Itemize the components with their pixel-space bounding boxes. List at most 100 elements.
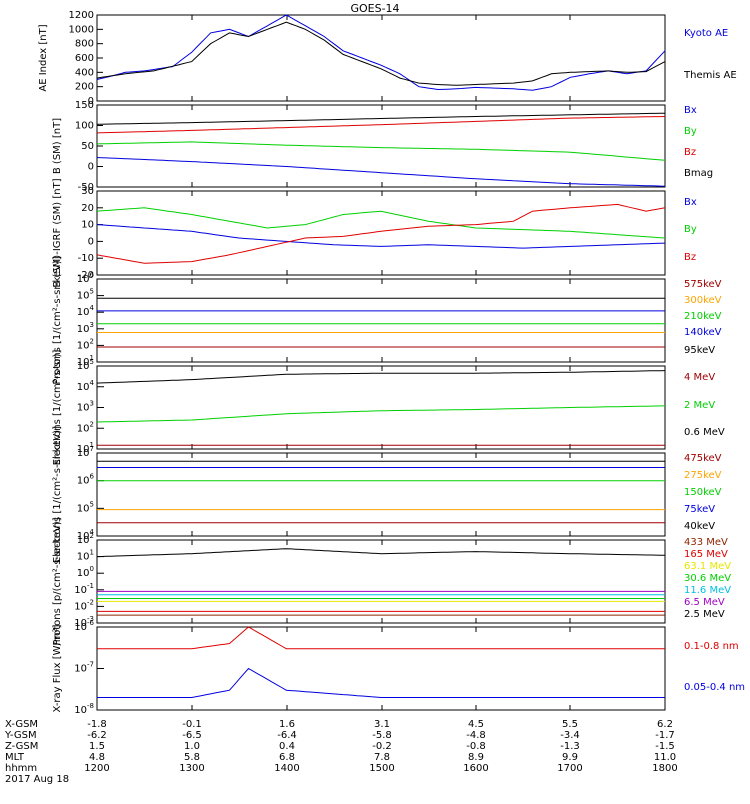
x-table-cell: -0.8 (466, 741, 486, 752)
series-line-by (96, 207, 666, 239)
x-table-cell: -1.8 (87, 719, 107, 730)
x-table-cell: 1200 (84, 763, 109, 774)
x-table-cell: 5.5 (562, 719, 578, 730)
legend-label: 4 MeV (684, 372, 715, 383)
x-table-cell: 1600 (463, 763, 488, 774)
x-table-cell: -6.5 (182, 730, 202, 741)
y-axis-label: B (SM) [nT] (52, 118, 63, 174)
y-tick-label: 30 (81, 186, 94, 197)
y-tick-label: 104 (77, 304, 95, 318)
x-table-cell: -1.3 (560, 741, 580, 752)
y-axis-label: X-ray Flux [W/m²] (52, 624, 63, 712)
legend-label: 6.5 MeV (684, 597, 725, 608)
y-tick-label: 10-8 (74, 702, 94, 716)
legend-label: 2 MeV (684, 400, 715, 411)
panel-frame (96, 14, 666, 102)
series-line-bx (96, 224, 666, 249)
x-table-cell: 6.2 (657, 719, 673, 730)
x-table-row-label: Y-GSM (4, 730, 37, 741)
series-line-2-5-mev (96, 548, 666, 558)
legend-label: By (684, 126, 697, 137)
x-table-cell: 1500 (369, 763, 394, 774)
x-table-cell: 4.5 (468, 719, 484, 730)
legend-label: Kyoto AE (684, 28, 728, 39)
y-tick-label: -50 (78, 182, 94, 193)
y-tick-label: 105 (77, 500, 94, 514)
x-table-cell: 1400 (274, 763, 299, 774)
legend-label: 275keV (684, 470, 722, 481)
y-tick-label: 103 (77, 400, 94, 414)
x-table-cell: 3.1 (374, 719, 390, 730)
panel-frame (96, 104, 666, 188)
y-tick-label: 102 (77, 420, 94, 434)
legend-label: 2.5 MeV (684, 609, 725, 620)
legend-label: 475keV (684, 453, 722, 464)
legend-label: 30.6 MeV (684, 573, 731, 584)
y-tick-label: 0 (88, 96, 94, 107)
x-table-cell: -1.5 (655, 741, 675, 752)
y-axis-label: Electrons [1/(cm²-s-sr)] (52, 350, 63, 466)
x-table-cell: 1.0 (184, 741, 200, 752)
legend-label: Bz (684, 147, 696, 158)
y-tick-label: 10-7 (74, 661, 94, 675)
x-table-cell: -0.1 (182, 719, 202, 730)
y-tick-label: -20 (78, 270, 94, 281)
y-tick-label: 10 (81, 220, 94, 231)
x-table-cell: -4.8 (466, 730, 486, 741)
series-line-bz (96, 116, 666, 134)
y-tick-label: 400 (75, 67, 94, 78)
x-table-cell: 7.8 (374, 752, 390, 763)
y-tick-label: 10-1 (74, 582, 94, 596)
y-axis-label: B (SM)-IGRF (SM) [nT] (52, 178, 63, 287)
legend-label: 0.05-0.4 nm (684, 682, 745, 693)
y-tick-label: 103 (77, 321, 94, 335)
legend-label: Bz (684, 252, 696, 263)
y-tick-label: 0 (88, 236, 94, 247)
y-axis-label: Protons [1/(cm²-s-sr-keV)] (52, 256, 63, 384)
legend-label: 63.1 MeV (684, 561, 731, 572)
x-table-cell: -6.4 (277, 730, 297, 741)
y-tick-label: 106 (77, 473, 95, 487)
x-table-cell: 6.8 (279, 752, 295, 763)
x-table-cell: -6.2 (87, 730, 107, 741)
legend-label: 210keV (684, 311, 722, 322)
y-axis-label: Electrons [1/(cm²-s-sr-keV)] (52, 426, 63, 563)
x-table-cell: -5.8 (372, 730, 392, 741)
legend-label: 433 MeV (684, 537, 728, 548)
y-tick-label: 50 (81, 141, 94, 152)
legend-label: 575keV (684, 279, 722, 290)
x-table-row-label: Z-GSM (5, 741, 38, 752)
y-tick-label: 10-6 (74, 619, 94, 633)
legend-label: 11.6 MeV (684, 585, 731, 596)
y-tick-label: 150 (75, 100, 94, 111)
legend-label: 165 MeV (684, 549, 728, 560)
x-table-row-label: hhmm (5, 763, 37, 774)
chart-title: GOES-14 (350, 2, 399, 15)
x-table-cell: 8.9 (468, 752, 484, 763)
legend-label: 150keV (684, 487, 722, 498)
x-table-cell: 0.4 (279, 741, 295, 752)
y-tick-label: 105 (77, 358, 94, 372)
legend-label: Bx (684, 197, 697, 208)
series-line-bmag (96, 112, 666, 125)
x-table-cell: -0.2 (372, 741, 392, 752)
y-tick-label: 1200 (69, 10, 94, 21)
series-line-bx (96, 157, 666, 187)
y-tick-label: 10-2 (74, 598, 94, 612)
series-line-0-05-0-4-nm (97, 667, 665, 698)
x-table-cell: 1300 (179, 763, 204, 774)
y-tick-label: 100 (77, 565, 94, 579)
x-table-cell: -3.4 (560, 730, 580, 741)
y-tick-label: 600 (75, 53, 94, 64)
y-tick-label: 102 (77, 337, 94, 351)
legend-label: 0.1-0.8 nm (684, 641, 739, 652)
legend-label: 75keV (684, 504, 715, 515)
panel-frame (96, 190, 666, 276)
x-table-row-label: MLT (5, 752, 25, 763)
x-table-cell: 1.5 (89, 741, 105, 752)
series-line-0-6-mev (96, 370, 666, 384)
y-axis-label: Protons [p/(cm²-s-sr-keV)] (52, 517, 63, 645)
panel-frame (96, 539, 666, 624)
y-tick-label: 20 (81, 203, 94, 214)
